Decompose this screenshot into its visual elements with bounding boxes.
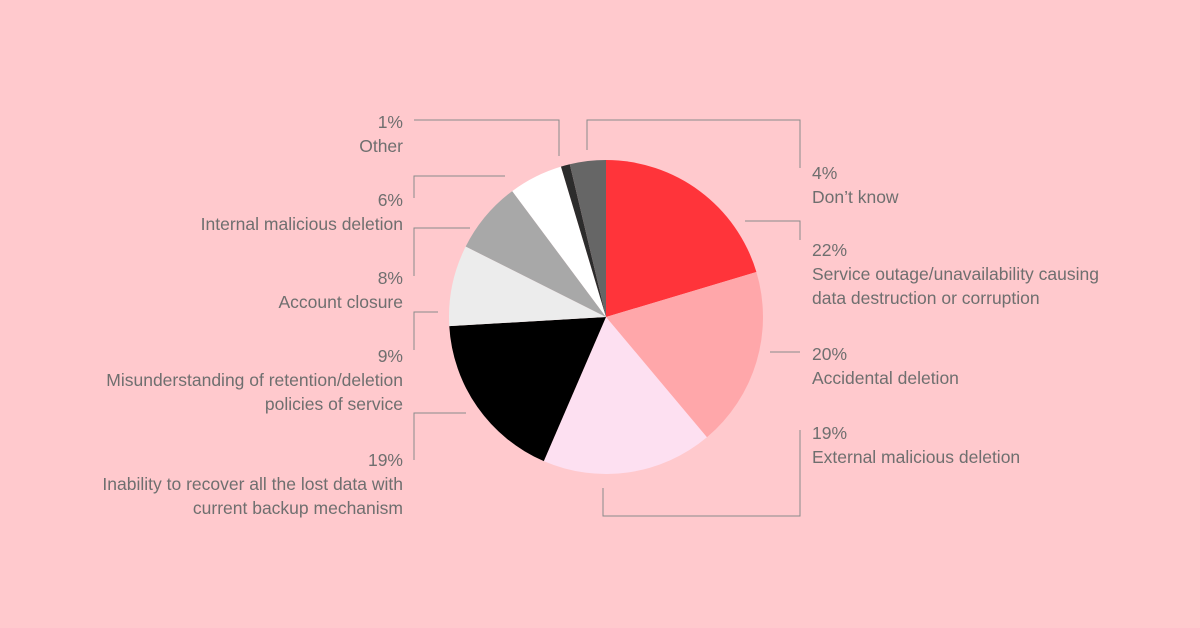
leader-line-3: [413, 412, 466, 460]
slice-name: Service outage/unavailability causing: [812, 264, 1099, 284]
slice-percent: 8%: [377, 268, 403, 288]
leader-line-0: [745, 220, 801, 240]
slice-percent: 6%: [377, 190, 403, 210]
pie-slice-1: [606, 271, 763, 438]
slice-name: Don’t know: [812, 187, 899, 207]
leader-line-8: [586, 119, 801, 168]
slice-name: Inability to recover all the lost data w…: [102, 474, 403, 494]
leader-line-4: [413, 311, 438, 350]
slice-label-4: 9% Misunderstanding of retention/deletion…: [106, 344, 403, 416]
pie-slice-4: [449, 246, 606, 327]
slice-label-8: 4% Don’t know: [812, 161, 899, 209]
slice-percent: 20%: [812, 344, 848, 364]
slice-name: policies of service: [264, 394, 403, 414]
slice-name: Account closure: [278, 292, 403, 312]
slice-percent: 22%: [812, 240, 848, 260]
slice-label-6: 6% Internal malicious deletion: [201, 188, 403, 236]
leader-line-7: [414, 119, 560, 156]
pie-slice-2: [543, 317, 707, 474]
pie-slice-8: [569, 159, 606, 317]
pie-slice-6: [512, 166, 606, 317]
slice-label-3: 19% Inability to recover all the lost dat…: [102, 448, 403, 520]
pie-slice-3: [449, 317, 606, 462]
pie-slice-5: [465, 191, 606, 317]
slice-label-2: 19% External malicious deletion: [812, 421, 1020, 469]
slice-label-0: 22% Service outage/unavailability causing…: [812, 238, 1099, 310]
slice-percent: 19%: [812, 423, 848, 443]
slice-name: Misunderstanding of retention/deletion: [106, 370, 403, 390]
leader-line-2: [602, 430, 801, 517]
slice-name: Internal malicious deletion: [200, 214, 403, 234]
slice-name: External malicious deletion: [812, 447, 1021, 467]
leader-line-5: [413, 227, 470, 276]
slice-name: Accidental deletion: [812, 368, 959, 388]
slice-label-7: 1% Other: [359, 110, 403, 158]
slice-name: current backup mechanism: [192, 498, 403, 518]
slice-percent: 19%: [367, 450, 403, 470]
slice-percent: 9%: [377, 346, 403, 366]
slice-percent: 1%: [377, 112, 403, 132]
pie-slice-7: [560, 164, 606, 317]
slice-name: Other: [359, 136, 403, 156]
slice-label-5: 8% Account closure: [278, 266, 403, 314]
slice-name: data destruction or corruption: [812, 288, 1040, 308]
pie-slice-0: [606, 160, 757, 317]
slice-label-1: 20% Accidental deletion: [812, 342, 959, 390]
leader-line-6: [413, 175, 505, 198]
slice-percent: 4%: [812, 163, 838, 183]
